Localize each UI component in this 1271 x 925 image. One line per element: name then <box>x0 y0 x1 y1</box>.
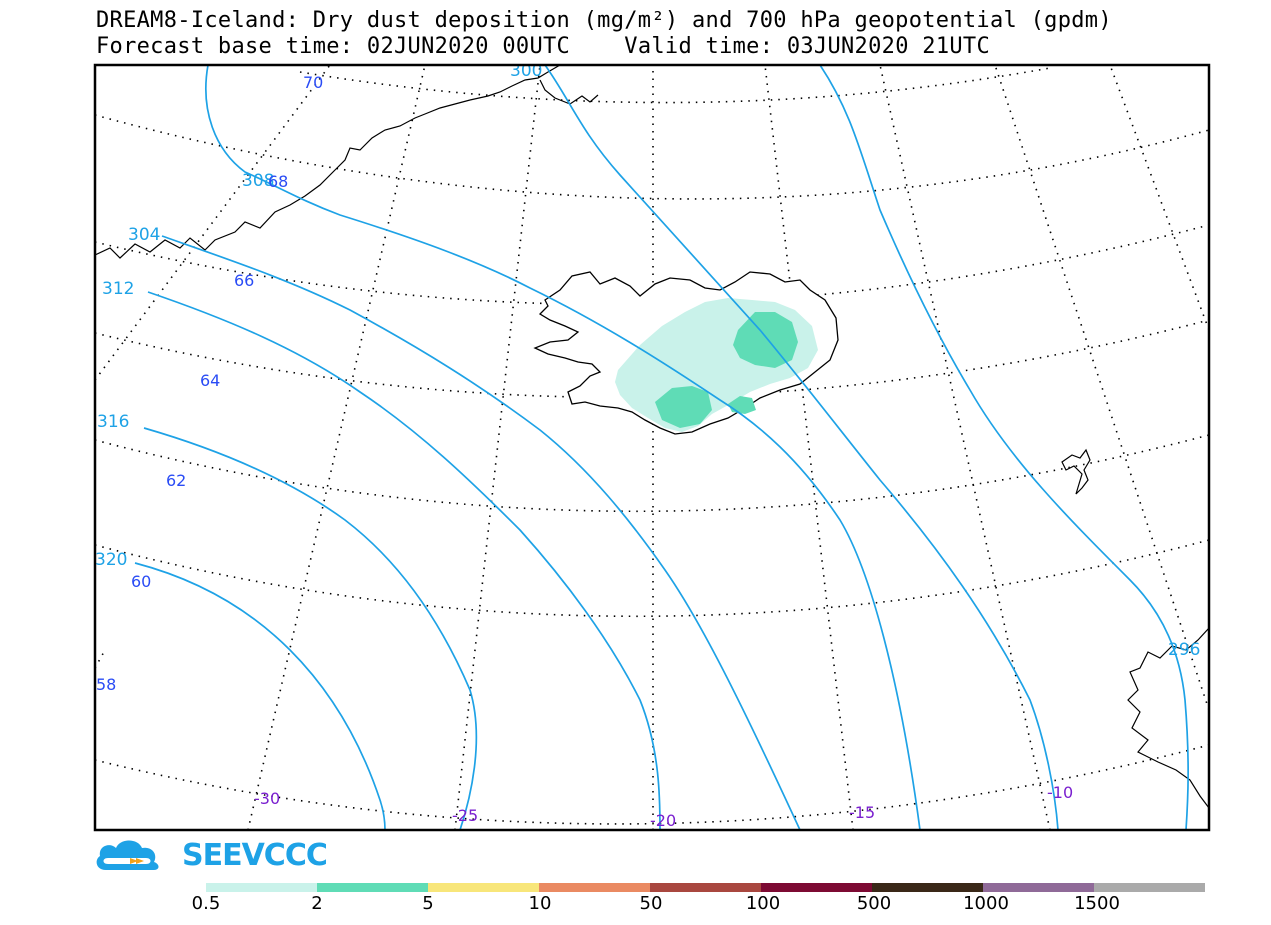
cloud-icon <box>96 840 159 870</box>
dust-deposition-mid-1 <box>733 312 798 368</box>
longitude-gridlines <box>95 65 1209 830</box>
colorbar-swatch <box>983 883 1094 892</box>
latitude-label: 62 <box>166 471 186 490</box>
colorbar-label: 50 <box>639 893 663 914</box>
colorbar-swatch <box>428 883 539 892</box>
colorbar-swatch <box>650 883 761 892</box>
contour-label: 308 <box>242 171 274 191</box>
colorbar-label: 100 <box>745 893 781 914</box>
colorbar-label: 10 <box>528 893 552 914</box>
longitude-label: -20 <box>650 811 676 830</box>
latitude-label: 58 <box>96 675 116 694</box>
colorbar-swatch <box>761 883 872 892</box>
colorbar-label: 1500 <box>1074 893 1120 914</box>
longitude-label: -25 <box>452 806 478 825</box>
colorbar <box>206 883 1205 892</box>
longitude-label: -10 <box>1047 783 1073 802</box>
colorbar-label: 500 <box>856 893 892 914</box>
valid-time-value: 03JUN2020 21UTC <box>786 34 991 59</box>
contour-label: 300 <box>510 61 542 81</box>
latitude-label: 68 <box>268 172 288 191</box>
base-time-value: 02JUN2020 00UTC <box>366 34 571 59</box>
map-title-line2: Forecast base time: 02JUN2020 00UTC Vali… <box>96 36 990 58</box>
latitude-label: 70 <box>303 73 323 92</box>
contour-label: 316 <box>97 412 129 432</box>
greenland-coastline <box>95 65 599 259</box>
colorbar-swatch <box>317 883 428 892</box>
longitude-label: -30 <box>254 789 280 808</box>
colorbar-label: 1000 <box>963 893 1009 914</box>
colorbar-swatch <box>1094 883 1205 892</box>
longitude-label: -15 <box>849 803 875 822</box>
colorbar-swatch <box>539 883 650 892</box>
seevccc-logo <box>96 840 159 870</box>
colorbar-label: 0.5 <box>191 893 221 914</box>
contour-label: 312 <box>102 279 134 299</box>
colorbar-label: 5 <box>422 893 434 914</box>
colorbar-label: 2 <box>311 893 323 914</box>
contour-label: 320 <box>95 550 127 570</box>
latitude-label: 64 <box>200 371 220 390</box>
geopotential-contours <box>134 65 1189 830</box>
valid-time-label: Valid time: <box>624 34 774 59</box>
logo-text: SEEVCCC <box>182 838 328 873</box>
latitude-label: 66 <box>234 271 254 290</box>
contour-label: 296 <box>1168 640 1200 660</box>
map-title-line1: DREAM8-Iceland: Dry dust deposition (mg/… <box>96 8 1112 33</box>
latitude-label: 60 <box>131 572 151 591</box>
contour-label: 304 <box>128 225 160 245</box>
colorbar-labels: 0.5 2 5 10 50 100 500 1000 1500 <box>0 893 1271 917</box>
faroe-islands <box>1061 448 1091 495</box>
dust-deposition-mid-2 <box>655 386 712 428</box>
base-time-label: Forecast base time: <box>96 34 354 59</box>
colorbar-swatch <box>872 883 983 892</box>
map-frame <box>93 63 1211 832</box>
colorbar-swatch <box>206 883 317 892</box>
